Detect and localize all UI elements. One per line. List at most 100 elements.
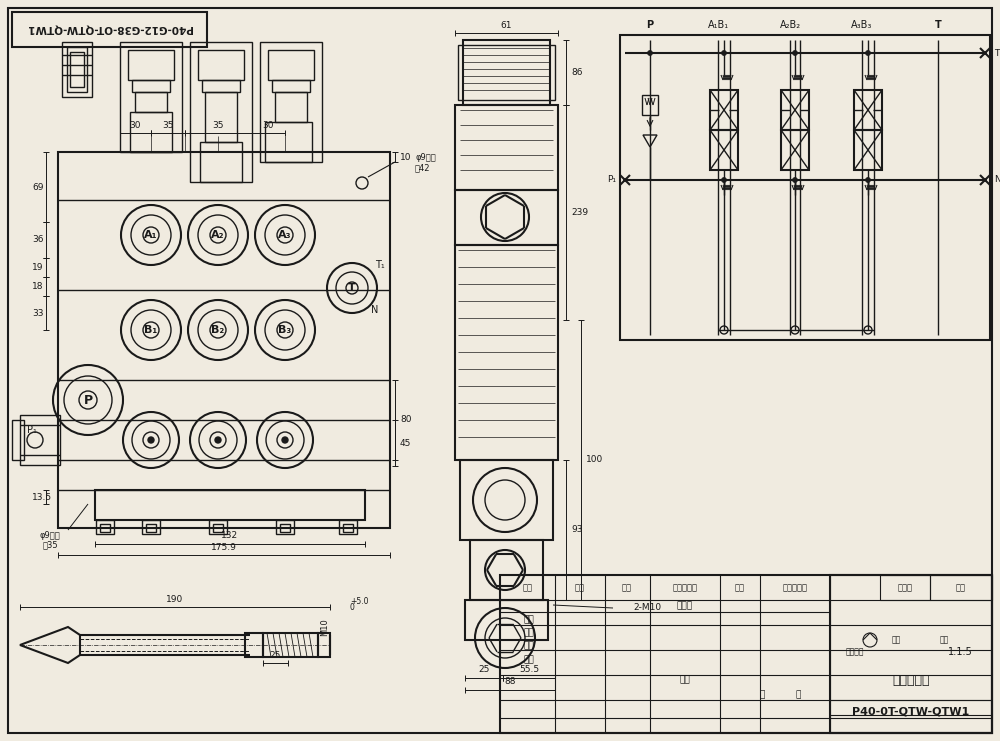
Bar bbox=[830, 575, 992, 733]
Bar bbox=[100, 524, 110, 532]
Text: A₂B₂: A₂B₂ bbox=[779, 20, 801, 30]
Bar bbox=[455, 190, 558, 245]
Bar bbox=[245, 633, 263, 657]
Bar bbox=[880, 575, 930, 600]
Text: A₁B₁: A₁B₁ bbox=[707, 20, 729, 30]
Text: 100: 100 bbox=[586, 456, 603, 465]
Bar bbox=[95, 490, 365, 520]
Text: B₃: B₃ bbox=[278, 325, 292, 335]
Text: P₁: P₁ bbox=[27, 425, 37, 435]
Bar bbox=[135, 92, 167, 112]
Text: 25: 25 bbox=[270, 651, 281, 659]
Text: φ9通孔: φ9通孔 bbox=[415, 153, 436, 162]
Text: 重量: 重量 bbox=[892, 636, 901, 645]
Circle shape bbox=[866, 50, 870, 56]
Bar bbox=[142, 520, 160, 534]
Bar bbox=[318, 633, 330, 657]
Text: 共: 共 bbox=[759, 691, 765, 700]
Bar bbox=[265, 122, 312, 162]
Text: 工艺: 工艺 bbox=[524, 656, 535, 665]
Circle shape bbox=[215, 437, 221, 443]
Text: P₁: P₁ bbox=[607, 176, 616, 185]
Bar bbox=[190, 42, 252, 182]
Text: A₃B₃: A₃B₃ bbox=[851, 20, 873, 30]
Circle shape bbox=[866, 178, 870, 182]
Bar bbox=[96, 520, 114, 534]
Bar bbox=[455, 245, 558, 460]
Bar bbox=[198, 50, 244, 80]
Text: 35: 35 bbox=[162, 121, 174, 130]
Bar bbox=[500, 575, 992, 733]
Bar bbox=[70, 52, 84, 87]
Bar bbox=[200, 142, 242, 182]
Text: 标准化: 标准化 bbox=[677, 602, 693, 611]
Bar bbox=[710, 90, 738, 130]
Bar bbox=[202, 80, 240, 92]
Bar bbox=[470, 540, 543, 600]
Text: 高35: 高35 bbox=[42, 540, 58, 550]
Text: M10: M10 bbox=[320, 618, 330, 636]
Text: 签名: 签名 bbox=[735, 583, 745, 593]
Text: 类型: 类型 bbox=[956, 583, 966, 593]
Text: 33: 33 bbox=[32, 308, 44, 317]
Bar bbox=[272, 80, 310, 92]
Bar bbox=[280, 524, 290, 532]
Text: 设计: 设计 bbox=[524, 616, 535, 625]
Text: 版本号: 版本号 bbox=[898, 583, 912, 593]
Bar bbox=[465, 600, 548, 640]
Bar bbox=[276, 520, 294, 534]
Bar bbox=[930, 575, 992, 600]
Circle shape bbox=[648, 50, 652, 56]
Text: 校对: 校对 bbox=[524, 628, 535, 637]
Circle shape bbox=[282, 437, 288, 443]
Text: B₁: B₁ bbox=[144, 325, 158, 335]
Bar bbox=[854, 90, 882, 130]
Text: P40-G12-G38-OT-QTW-QTW1: P40-G12-G38-OT-QTW-QTW1 bbox=[26, 24, 192, 34]
Text: 13.5: 13.5 bbox=[32, 493, 52, 502]
Circle shape bbox=[722, 178, 726, 182]
Text: 标记: 标记 bbox=[523, 583, 533, 593]
Bar bbox=[120, 42, 182, 152]
Text: φ9通孔: φ9通孔 bbox=[40, 531, 60, 539]
Text: B₂: B₂ bbox=[211, 325, 225, 335]
Bar bbox=[620, 35, 990, 340]
Bar bbox=[455, 105, 558, 190]
Text: 80: 80 bbox=[400, 416, 412, 425]
Circle shape bbox=[148, 437, 154, 443]
Text: 更改文件号: 更改文件号 bbox=[672, 583, 698, 593]
Text: 36: 36 bbox=[32, 236, 44, 245]
Text: 批准: 批准 bbox=[680, 676, 690, 685]
Text: 10: 10 bbox=[400, 153, 412, 162]
Text: 审核: 审核 bbox=[524, 642, 535, 651]
Text: A₁: A₁ bbox=[144, 230, 158, 240]
Text: 静良标记: 静良标记 bbox=[846, 648, 864, 657]
Text: 高42: 高42 bbox=[415, 164, 430, 173]
Bar bbox=[67, 47, 87, 92]
Bar bbox=[854, 130, 882, 170]
Bar bbox=[263, 633, 318, 657]
Bar bbox=[209, 520, 227, 534]
Text: 88: 88 bbox=[504, 677, 516, 686]
Text: 19: 19 bbox=[32, 263, 44, 272]
Text: +5.0: +5.0 bbox=[350, 597, 368, 605]
Text: 61: 61 bbox=[501, 21, 512, 30]
Text: 比例: 比例 bbox=[940, 636, 949, 645]
Text: 三联多路阀: 三联多路阀 bbox=[892, 674, 930, 686]
Text: N: N bbox=[371, 305, 379, 315]
Bar bbox=[146, 524, 156, 532]
Text: 190: 190 bbox=[166, 594, 184, 603]
Text: P: P bbox=[646, 20, 654, 30]
Bar bbox=[12, 420, 24, 460]
Text: 86: 86 bbox=[571, 68, 582, 77]
Text: 55.5: 55.5 bbox=[519, 665, 539, 674]
Text: 132: 132 bbox=[221, 531, 239, 540]
Circle shape bbox=[792, 178, 798, 182]
Bar bbox=[12, 12, 207, 47]
Text: 0: 0 bbox=[350, 602, 355, 611]
Text: P40-0T-QTW-QTW1: P40-0T-QTW-QTW1 bbox=[852, 707, 970, 717]
Bar bbox=[460, 460, 553, 540]
Text: 2-M10: 2-M10 bbox=[633, 603, 661, 613]
Text: A₂: A₂ bbox=[211, 230, 225, 240]
Text: T₁: T₁ bbox=[375, 260, 385, 270]
Bar bbox=[132, 80, 170, 92]
